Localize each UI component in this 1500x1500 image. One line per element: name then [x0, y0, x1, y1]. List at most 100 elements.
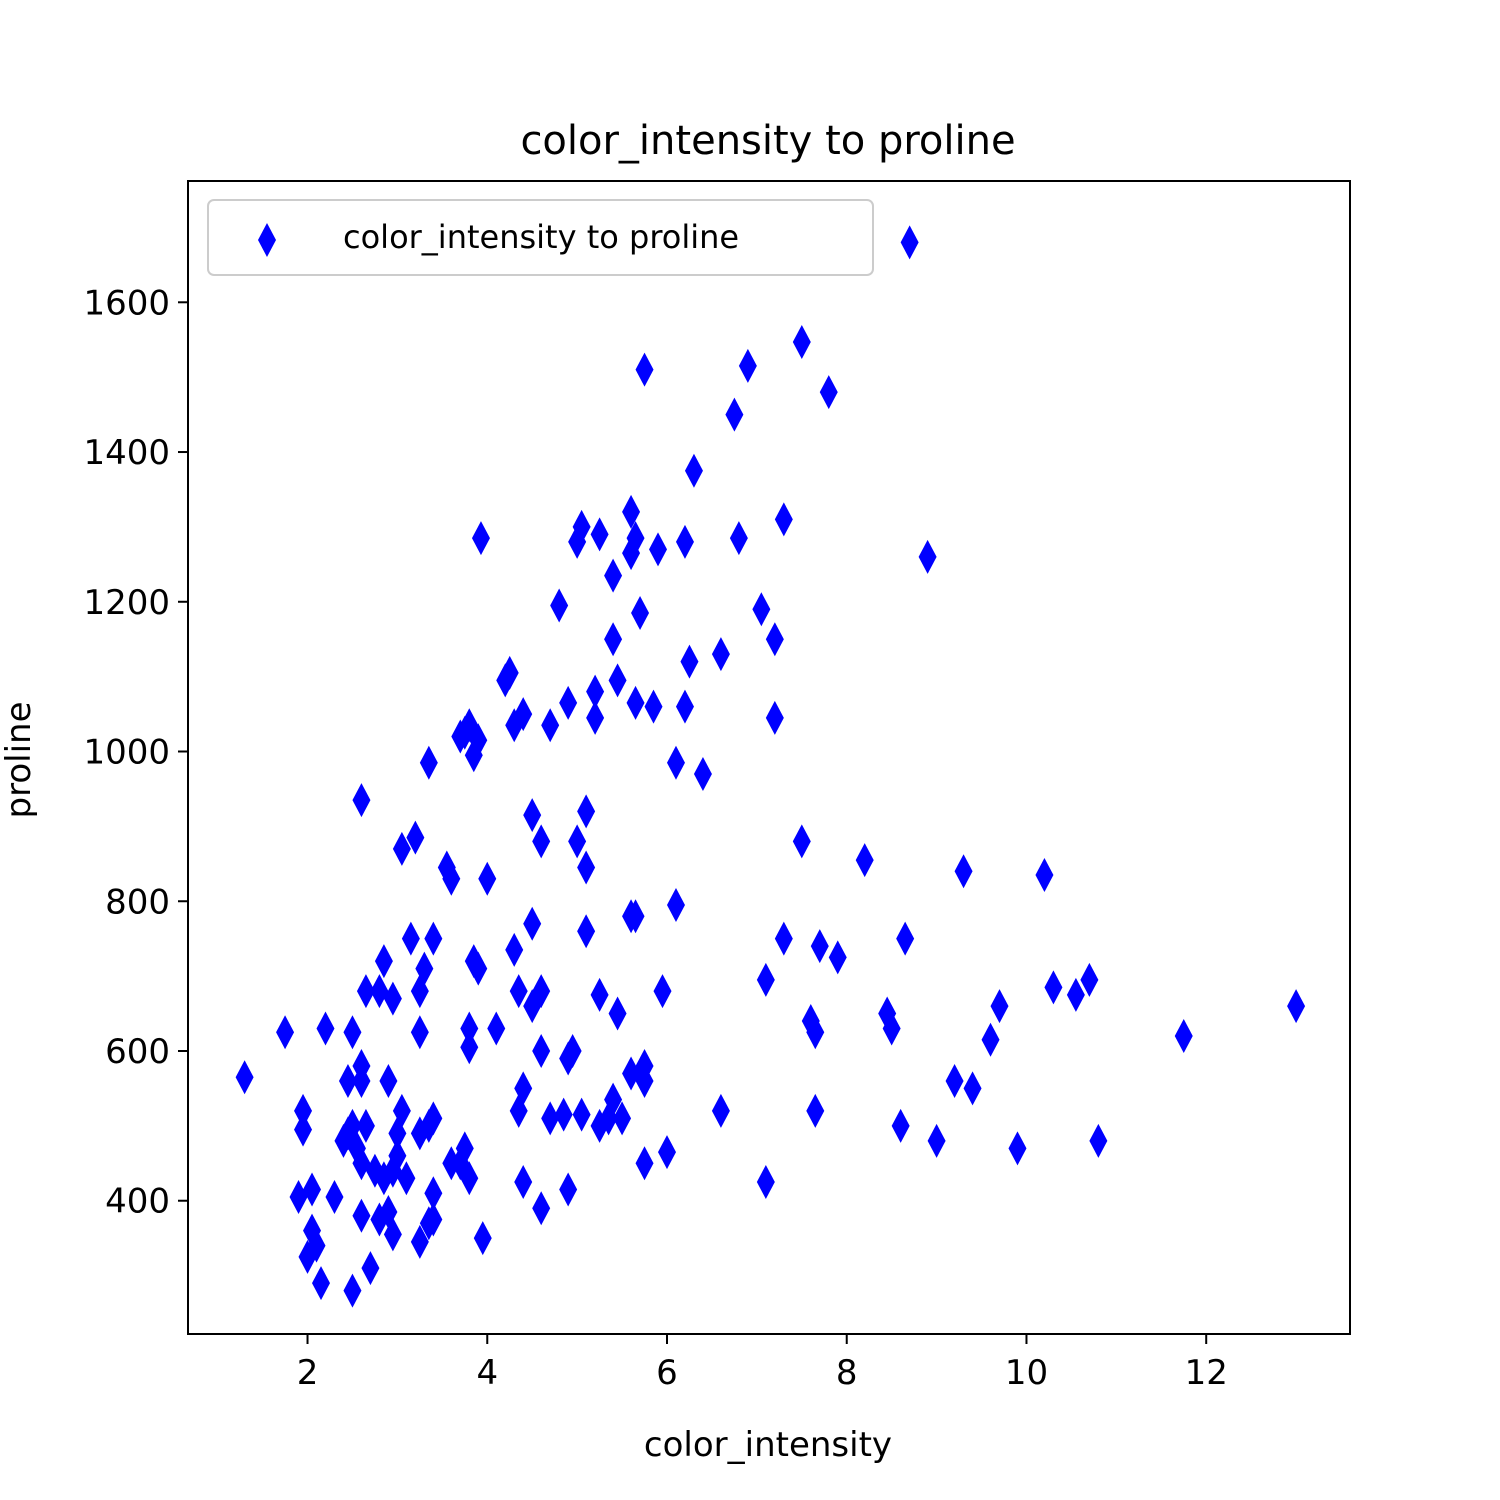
data-point — [752, 592, 771, 627]
data-point — [792, 824, 811, 859]
data-point — [1035, 858, 1054, 893]
y-tick-label: 800 — [105, 882, 170, 922]
data-point — [469, 951, 488, 986]
data-point — [954, 854, 973, 889]
data-point — [496, 663, 515, 698]
data-point — [356, 1108, 375, 1143]
x-tick-label: 2 — [297, 1353, 319, 1393]
data-point — [945, 1063, 964, 1098]
data-point — [675, 689, 694, 724]
data-point — [312, 1266, 331, 1301]
data-point — [550, 588, 569, 623]
data-point — [471, 521, 490, 556]
data-point — [613, 1101, 632, 1136]
data-points — [235, 225, 1306, 1308]
data-point — [990, 989, 1009, 1024]
y-tick-label: 1600 — [83, 283, 170, 323]
data-point — [622, 1056, 641, 1091]
data-point — [756, 1165, 775, 1200]
legend-marker — [258, 223, 276, 257]
data-point — [334, 1123, 353, 1158]
data-point — [487, 1011, 506, 1046]
data-point — [307, 1228, 326, 1263]
data-point — [1066, 977, 1085, 1012]
data-point — [635, 352, 654, 387]
x-tick-label: 4 — [476, 1353, 498, 1393]
data-point — [532, 1033, 551, 1068]
data-point — [532, 824, 551, 859]
data-point — [410, 1224, 429, 1259]
data-point — [374, 1161, 393, 1196]
data-point — [590, 977, 609, 1012]
data-point — [666, 745, 685, 780]
data-point — [442, 861, 461, 896]
y-axis-ticks: 400 600 800 1000 1200 1400 1600 — [83, 283, 188, 1222]
data-point — [1287, 989, 1306, 1024]
data-point — [338, 1063, 357, 1098]
data-point — [370, 974, 389, 1009]
data-point — [1080, 962, 1099, 997]
data-point — [352, 1063, 371, 1098]
data-point — [352, 783, 371, 818]
data-point — [294, 1093, 313, 1128]
data-point — [541, 708, 560, 743]
data-point — [792, 324, 811, 359]
x-tick-label: 6 — [656, 1353, 678, 1393]
data-point — [586, 700, 605, 735]
y-tick-label: 600 — [105, 1032, 170, 1072]
data-point — [608, 996, 627, 1031]
data-point — [505, 932, 524, 967]
data-point — [729, 521, 748, 556]
data-point — [963, 1071, 982, 1106]
data-point — [604, 622, 623, 657]
data-point — [388, 1116, 407, 1151]
data-point — [509, 1093, 528, 1128]
data-point — [464, 738, 483, 773]
data-point — [392, 831, 411, 866]
data-point — [577, 850, 596, 885]
data-point — [356, 974, 375, 1009]
y-tick-label: 1200 — [83, 583, 170, 623]
data-point — [635, 1146, 654, 1181]
data-point — [684, 453, 703, 488]
data-point — [559, 685, 578, 720]
data-point — [622, 536, 641, 571]
data-point — [410, 1015, 429, 1050]
data-point — [276, 1015, 295, 1050]
data-point — [514, 1165, 533, 1200]
x-axis-ticks: 2 4 6 8 10 12 — [297, 1334, 1228, 1393]
data-point — [374, 944, 393, 979]
data-point — [424, 1101, 443, 1136]
data-point — [316, 1011, 335, 1046]
data-point — [1089, 1123, 1108, 1158]
data-point — [604, 558, 623, 593]
data-point — [460, 1161, 479, 1196]
data-point — [325, 1179, 344, 1214]
data-point — [604, 1082, 623, 1117]
y-tick-label: 1400 — [83, 433, 170, 473]
data-point — [810, 929, 829, 964]
data-point — [505, 708, 524, 743]
data-point — [419, 1206, 438, 1241]
data-point — [478, 861, 497, 896]
data-point — [343, 1015, 362, 1050]
data-point — [774, 502, 793, 537]
data-point — [455, 715, 474, 750]
data-point — [711, 1093, 730, 1128]
data-point — [657, 1135, 676, 1170]
data-point — [303, 1172, 322, 1207]
data-point — [559, 1041, 578, 1076]
data-point — [554, 1097, 573, 1132]
data-point — [981, 1022, 1000, 1057]
data-point — [294, 1112, 313, 1147]
data-point — [693, 756, 712, 791]
data-point — [532, 1191, 551, 1226]
data-point — [608, 663, 627, 698]
data-point — [819, 375, 838, 410]
y-tick-label: 1000 — [83, 733, 170, 773]
data-point — [523, 906, 542, 941]
data-point — [572, 1097, 591, 1132]
data-point — [289, 1179, 308, 1214]
data-point — [774, 921, 793, 956]
